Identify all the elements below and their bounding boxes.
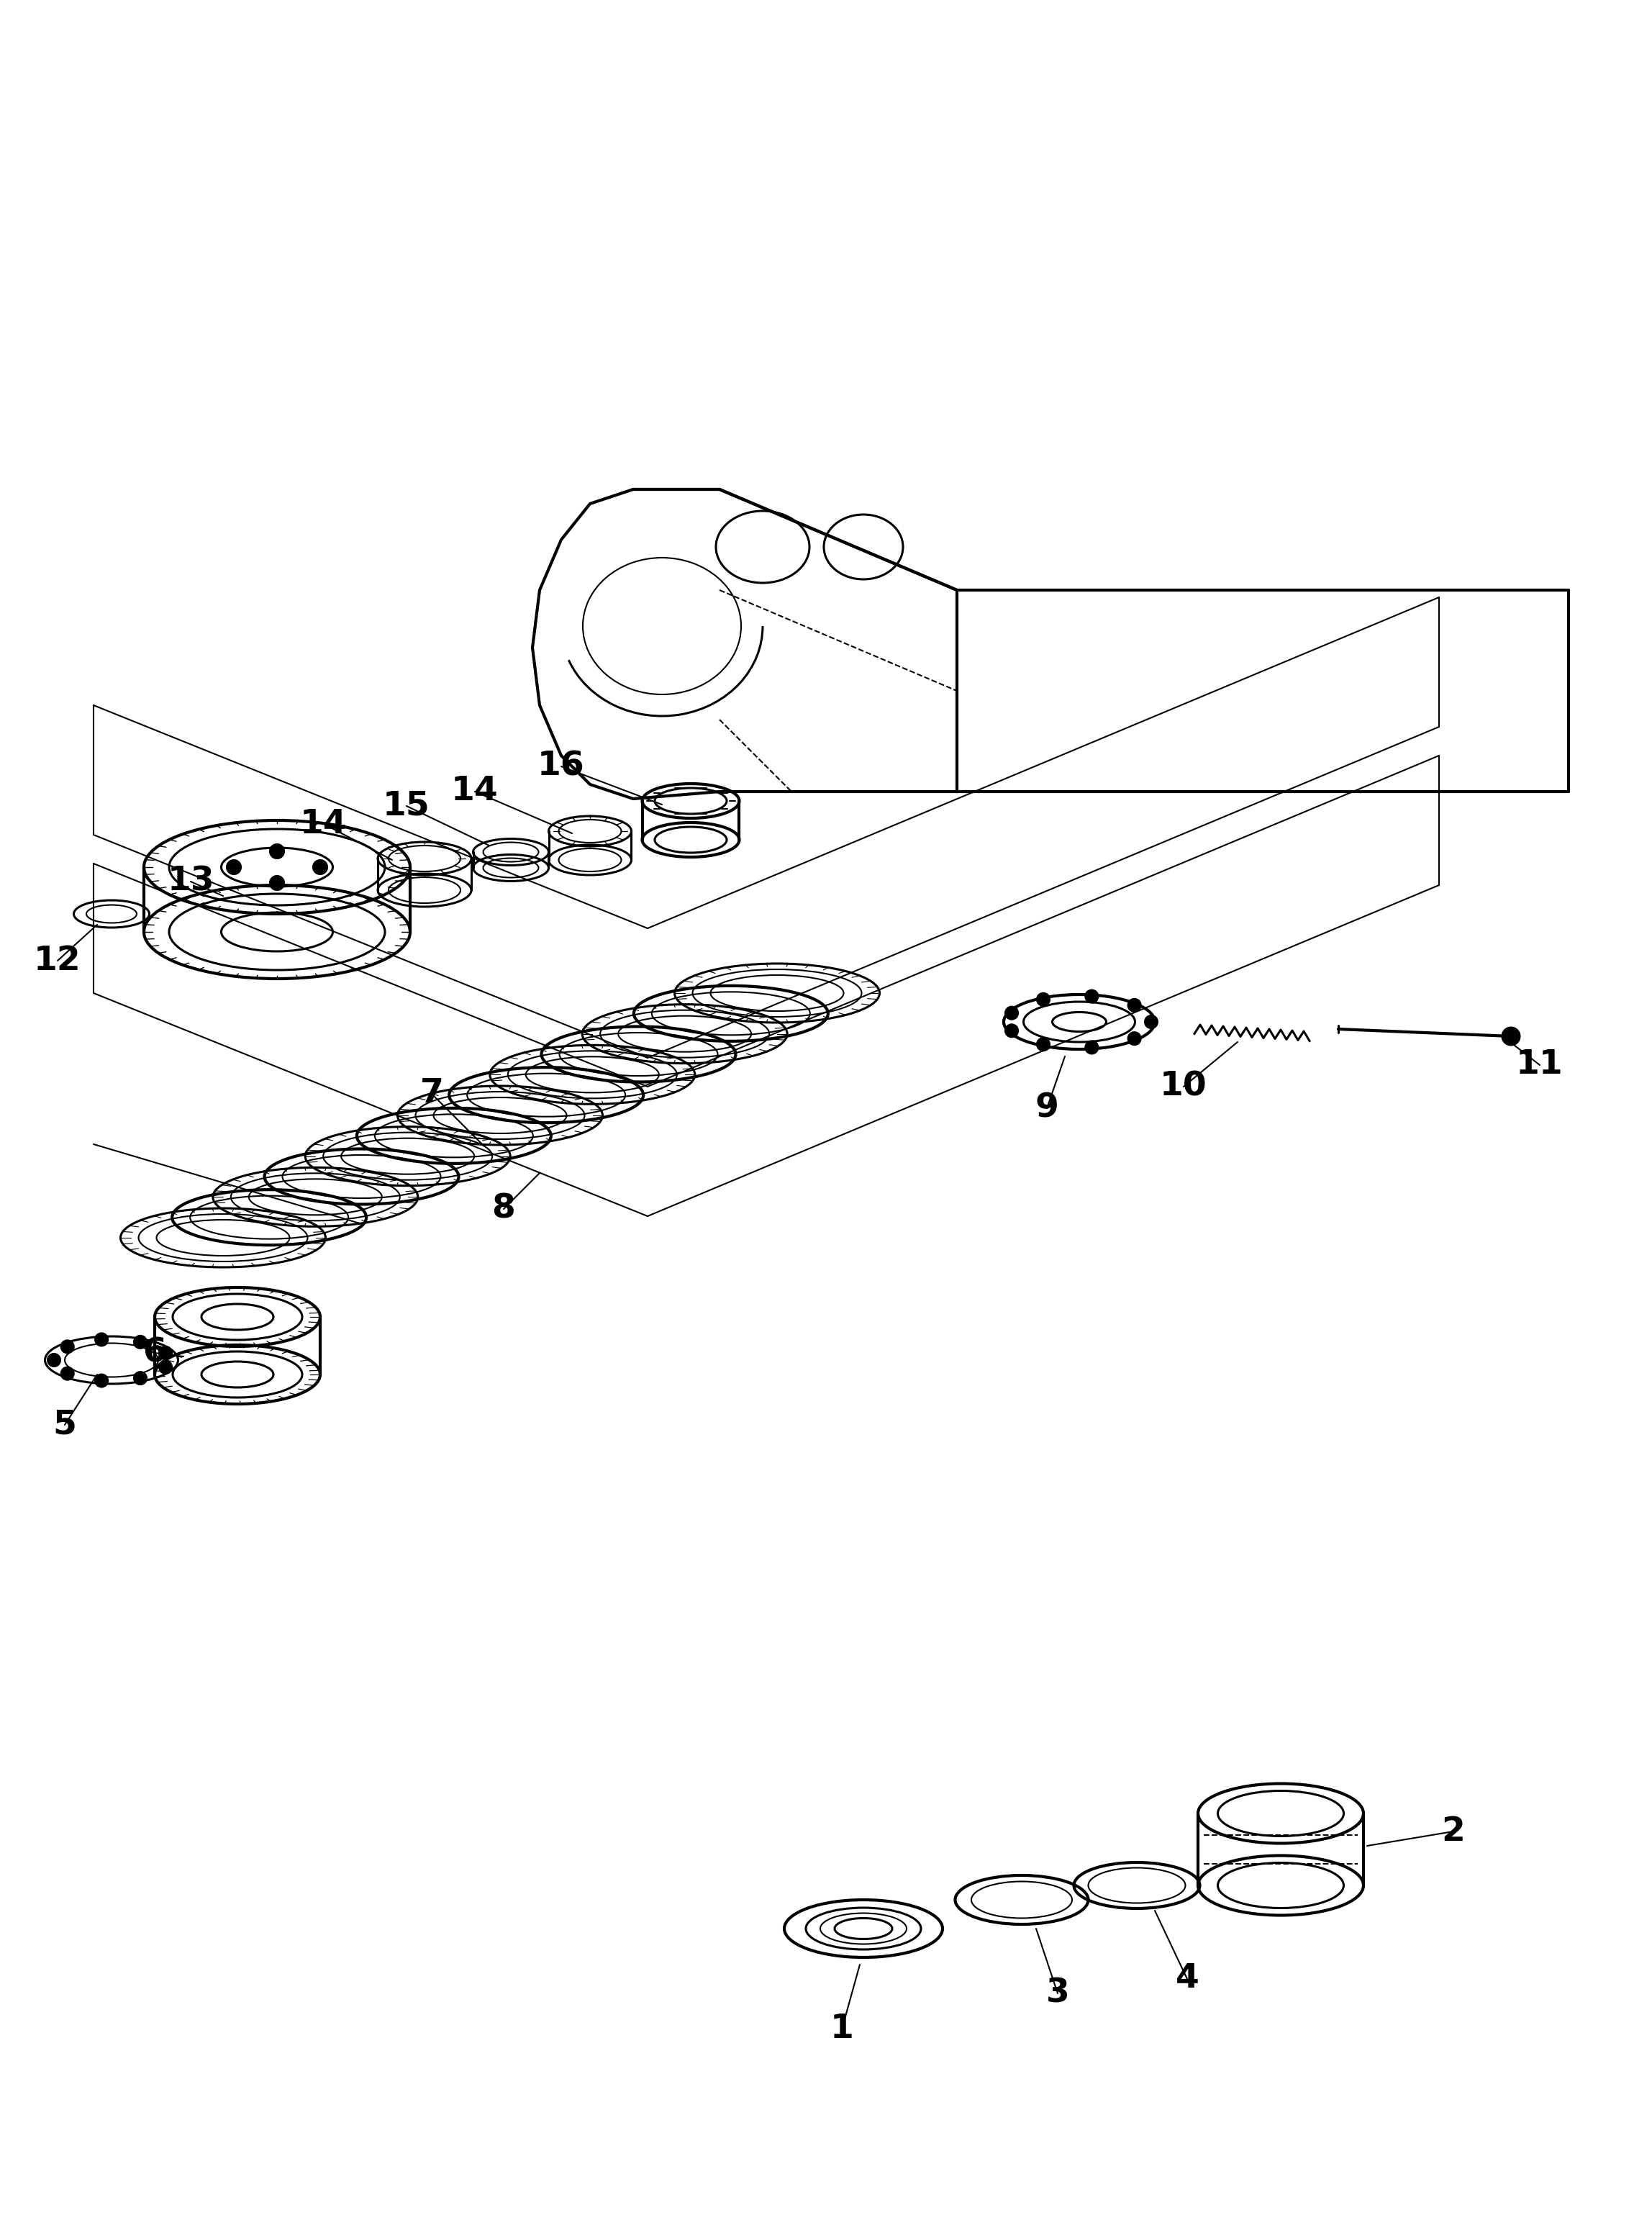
- Circle shape: [1128, 1032, 1142, 1045]
- Text: 3: 3: [1046, 1976, 1069, 2010]
- Circle shape: [1085, 989, 1099, 1003]
- Text: 5: 5: [53, 1409, 76, 1440]
- Circle shape: [48, 1353, 61, 1367]
- Text: 6: 6: [142, 1338, 167, 1369]
- Text: 8: 8: [492, 1192, 515, 1226]
- Circle shape: [159, 1346, 172, 1360]
- Text: 12: 12: [35, 945, 81, 976]
- Text: 10: 10: [1160, 1070, 1208, 1103]
- Circle shape: [269, 844, 284, 857]
- Circle shape: [61, 1340, 74, 1353]
- Text: 11: 11: [1517, 1050, 1563, 1081]
- Circle shape: [61, 1367, 74, 1380]
- Circle shape: [1502, 1027, 1520, 1045]
- Text: 1: 1: [829, 2014, 854, 2045]
- Text: 15: 15: [383, 790, 430, 822]
- Circle shape: [134, 1371, 147, 1384]
- Circle shape: [96, 1333, 107, 1346]
- Circle shape: [226, 860, 241, 875]
- Circle shape: [1004, 1007, 1018, 1020]
- Text: 14: 14: [451, 775, 499, 808]
- Text: 4: 4: [1175, 1963, 1199, 1994]
- Text: 14: 14: [301, 808, 347, 840]
- Text: 13: 13: [167, 866, 215, 898]
- Circle shape: [1145, 1016, 1158, 1029]
- Circle shape: [312, 860, 327, 875]
- Circle shape: [96, 1373, 107, 1387]
- Circle shape: [1004, 1025, 1018, 1036]
- Circle shape: [1037, 994, 1049, 1005]
- Circle shape: [1085, 1041, 1099, 1054]
- Text: 9: 9: [1036, 1092, 1059, 1125]
- Circle shape: [1037, 1038, 1049, 1052]
- Text: 16: 16: [537, 750, 585, 782]
- Circle shape: [269, 875, 284, 891]
- Circle shape: [134, 1335, 147, 1349]
- Text: 7: 7: [420, 1079, 443, 1110]
- Circle shape: [1128, 998, 1142, 1012]
- Circle shape: [159, 1360, 172, 1373]
- Text: 2: 2: [1442, 1815, 1465, 1847]
